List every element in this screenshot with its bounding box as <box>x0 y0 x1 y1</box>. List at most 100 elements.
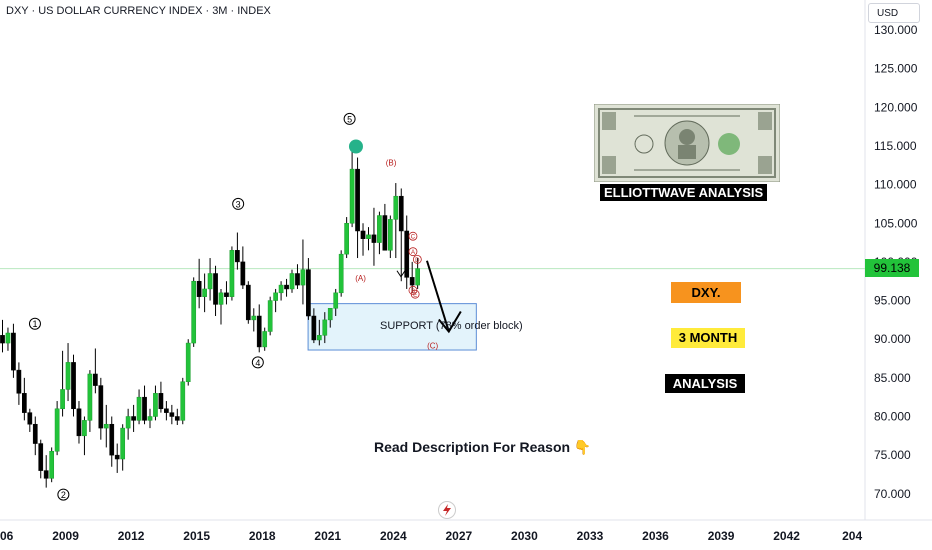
y-tick-label: 130.000 <box>874 23 918 37</box>
candle[interactable] <box>284 284 289 290</box>
subwave-label: C <box>411 235 416 241</box>
support-zone-label: SUPPORT (78% order block) <box>380 320 523 332</box>
candle[interactable] <box>180 381 186 421</box>
x-tick-label: 2012 <box>118 529 145 543</box>
candle[interactable] <box>371 234 377 243</box>
candle[interactable] <box>196 280 202 297</box>
candle[interactable] <box>322 319 328 336</box>
candle[interactable] <box>76 408 82 437</box>
candle[interactable] <box>49 451 55 479</box>
candle[interactable] <box>164 408 169 413</box>
lightning-icon[interactable] <box>438 501 456 519</box>
candle[interactable] <box>415 268 420 286</box>
x-tick-label: 2009 <box>52 529 79 543</box>
candle[interactable] <box>109 423 115 456</box>
currency-button[interactable]: USD <box>868 3 920 23</box>
wave-label-circle <box>28 317 41 330</box>
candle[interactable] <box>191 280 197 344</box>
candle[interactable] <box>131 416 136 421</box>
candle[interactable] <box>32 423 38 444</box>
candle[interactable] <box>11 332 16 371</box>
candle[interactable] <box>387 219 393 251</box>
candle[interactable] <box>87 373 93 421</box>
mini-arrow <box>396 270 406 278</box>
candle[interactable] <box>142 396 147 421</box>
candle[interactable] <box>333 292 339 309</box>
projection-arrow <box>426 260 450 332</box>
read-description-note: Read Description For Reason 👇 <box>374 439 592 455</box>
candle[interactable] <box>377 215 382 243</box>
candle[interactable] <box>409 277 415 286</box>
candle[interactable] <box>93 373 98 386</box>
subwave-label: (A) <box>355 274 366 283</box>
candle[interactable] <box>71 362 76 410</box>
candle[interactable] <box>278 284 284 294</box>
candle[interactable] <box>349 168 355 224</box>
candle[interactable] <box>316 335 322 341</box>
candle[interactable] <box>300 269 306 286</box>
candle[interactable] <box>251 315 257 321</box>
candle[interactable] <box>218 292 224 305</box>
candle[interactable] <box>207 273 213 290</box>
candle[interactable] <box>5 332 11 344</box>
candle[interactable] <box>202 288 207 297</box>
candle[interactable] <box>382 215 388 251</box>
x-tick-label: 2018 <box>249 529 276 543</box>
candle[interactable] <box>169 412 175 417</box>
candle[interactable] <box>273 292 278 301</box>
candle[interactable] <box>289 273 295 290</box>
y-tick-label: 120.000 <box>874 100 918 114</box>
subwave-label: (C) <box>427 341 438 350</box>
x-tick-label: 2021 <box>314 529 341 543</box>
candle[interactable] <box>366 234 371 239</box>
candle[interactable] <box>360 230 366 239</box>
candle[interactable] <box>43 470 49 479</box>
candle[interactable] <box>229 250 235 297</box>
candle[interactable] <box>125 416 131 429</box>
candle[interactable] <box>174 416 180 421</box>
candle[interactable] <box>136 396 142 421</box>
candle[interactable] <box>267 300 273 332</box>
candle[interactable] <box>185 342 191 382</box>
candle[interactable] <box>245 284 251 321</box>
candle[interactable] <box>82 420 87 437</box>
candle[interactable] <box>27 412 33 425</box>
candle[interactable] <box>65 362 71 390</box>
candle[interactable] <box>38 443 44 471</box>
candle[interactable] <box>344 223 349 255</box>
subwave-label: B <box>411 289 415 295</box>
candle[interactable] <box>158 393 164 410</box>
candle[interactable] <box>103 423 109 429</box>
candle[interactable] <box>22 393 27 413</box>
candle[interactable] <box>398 195 404 232</box>
candle[interactable] <box>306 269 311 317</box>
candle[interactable] <box>0 335 5 344</box>
candle[interactable] <box>404 230 410 278</box>
candle[interactable] <box>60 389 65 410</box>
wave-label: 3 <box>236 199 241 209</box>
candle[interactable] <box>355 168 360 232</box>
candle[interactable] <box>311 315 317 341</box>
candle[interactable] <box>256 315 262 348</box>
wave-label-circle <box>57 488 70 501</box>
candle[interactable] <box>393 195 399 220</box>
candle[interactable] <box>224 292 229 297</box>
candle[interactable] <box>54 408 60 452</box>
candle[interactable] <box>213 273 218 305</box>
candle[interactable] <box>147 416 153 421</box>
candle[interactable] <box>235 250 240 263</box>
candle[interactable] <box>338 253 344 294</box>
candle[interactable] <box>16 369 22 394</box>
candle[interactable] <box>327 308 333 321</box>
candle[interactable] <box>295 273 300 286</box>
y-tick-label: 90.000 <box>874 332 911 346</box>
candle[interactable] <box>98 385 104 429</box>
candle[interactable] <box>120 427 126 460</box>
candle[interactable] <box>262 331 268 348</box>
candle[interactable] <box>114 454 120 460</box>
subwave-label: (B) <box>386 158 397 167</box>
candle[interactable] <box>240 261 246 286</box>
y-tick-label: 85.000 <box>874 371 911 385</box>
candle[interactable] <box>153 393 158 417</box>
